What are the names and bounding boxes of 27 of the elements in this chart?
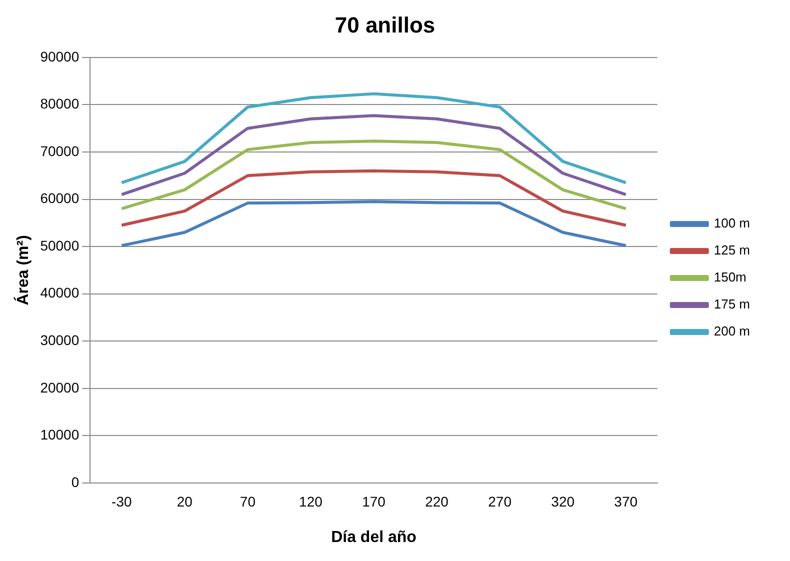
legend-label: 100 m [714,216,750,231]
legend-label: 200 m [714,324,750,339]
chart-title: 70 anillos [334,12,436,38]
y-tick-label: 10000 [40,426,80,443]
x-tick-label: -30 [112,493,132,510]
y-axis-title: Área (m²) [13,235,32,306]
legend-label: 150m [714,270,746,285]
legend-label: 125 m [714,242,750,258]
x-tick-label: 20 [176,493,193,510]
x-tick-label: 70 [240,493,256,510]
y-tick-label: 70000 [40,142,80,159]
y-tick-label: 60000 [40,190,80,206]
x-tick-label: 170 [362,493,386,510]
y-tick-label: 0 [71,474,80,490]
y-tick-label: 40000 [40,284,80,301]
y-tick-label: 80000 [40,96,80,112]
y-tick-label: 30000 [40,332,80,348]
y-tick-label: 20000 [40,379,80,396]
x-tick-label: 120 [299,493,323,510]
x-tick-label: 320 [551,493,575,510]
x-tick-label: 270 [488,493,512,510]
legend-label: 175 m [714,296,750,312]
x-axis-title: Día del año [331,528,417,546]
y-tick-label: 90000 [40,48,80,64]
y-tick-label: 50000 [40,237,80,254]
x-tick-label: 220 [425,493,449,510]
x-tick-label: 370 [614,493,638,510]
